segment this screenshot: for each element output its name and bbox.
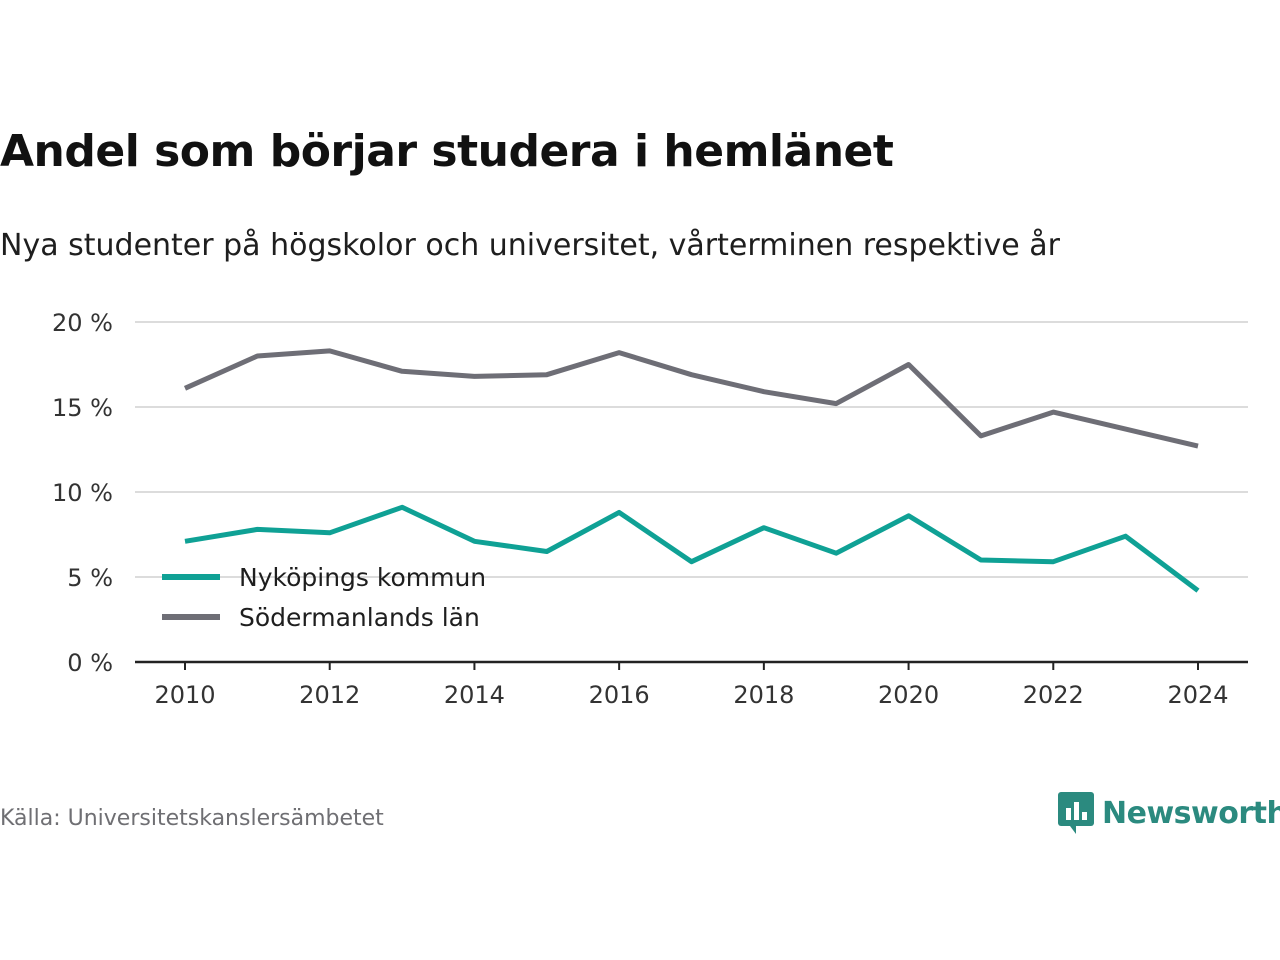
brand-name: Newsworthy <box>1102 795 1280 831</box>
brand-logo: Newsworthy <box>1058 792 1280 834</box>
x-axis-ticks: 2010 2012 2014 2016 2018 2020 2022 2024 <box>154 662 1229 709</box>
y-tick-label: 10 % <box>52 479 113 507</box>
y-tick-label: 5 % <box>67 564 113 592</box>
source-note: Källa: Universitetskanslersämbetet <box>0 806 384 831</box>
y-tick-label: 20 % <box>52 309 113 337</box>
series-line-s-dermanlands-l-n <box>183 348 1199 449</box>
x-tick-label: 2012 <box>299 681 360 709</box>
legend-label: Nyköpings kommun <box>239 563 486 592</box>
x-tick-label: 2014 <box>444 681 505 709</box>
x-tick-label: 2010 <box>154 681 215 709</box>
chart-subtitle: Nya studenter på högskolor och universit… <box>0 228 1060 263</box>
y-tick-label: 0 % <box>67 649 113 677</box>
series-lines <box>183 348 1200 593</box>
newsworthy-logo-icon <box>1058 792 1094 834</box>
x-tick-label: 2016 <box>589 681 650 709</box>
x-tick-label: 2022 <box>1023 681 1084 709</box>
grid-lines <box>135 321 1248 664</box>
x-tick-label: 2024 <box>1167 681 1228 709</box>
y-tick-label: 15 % <box>52 394 113 422</box>
x-tick-label: 2018 <box>733 681 794 709</box>
series-line-nyk-pings-kommun <box>184 504 1200 593</box>
legend: Nyköpings kommun Södermanlands län <box>162 563 486 632</box>
x-tick-label: 2020 <box>878 681 939 709</box>
chart-title: Andel som börjar studera i hemlänet <box>0 126 894 177</box>
y-axis-ticks: 0 % 5 % 10 % 15 % 20 % <box>52 309 113 677</box>
legend-label: Södermanlands län <box>239 603 480 632</box>
